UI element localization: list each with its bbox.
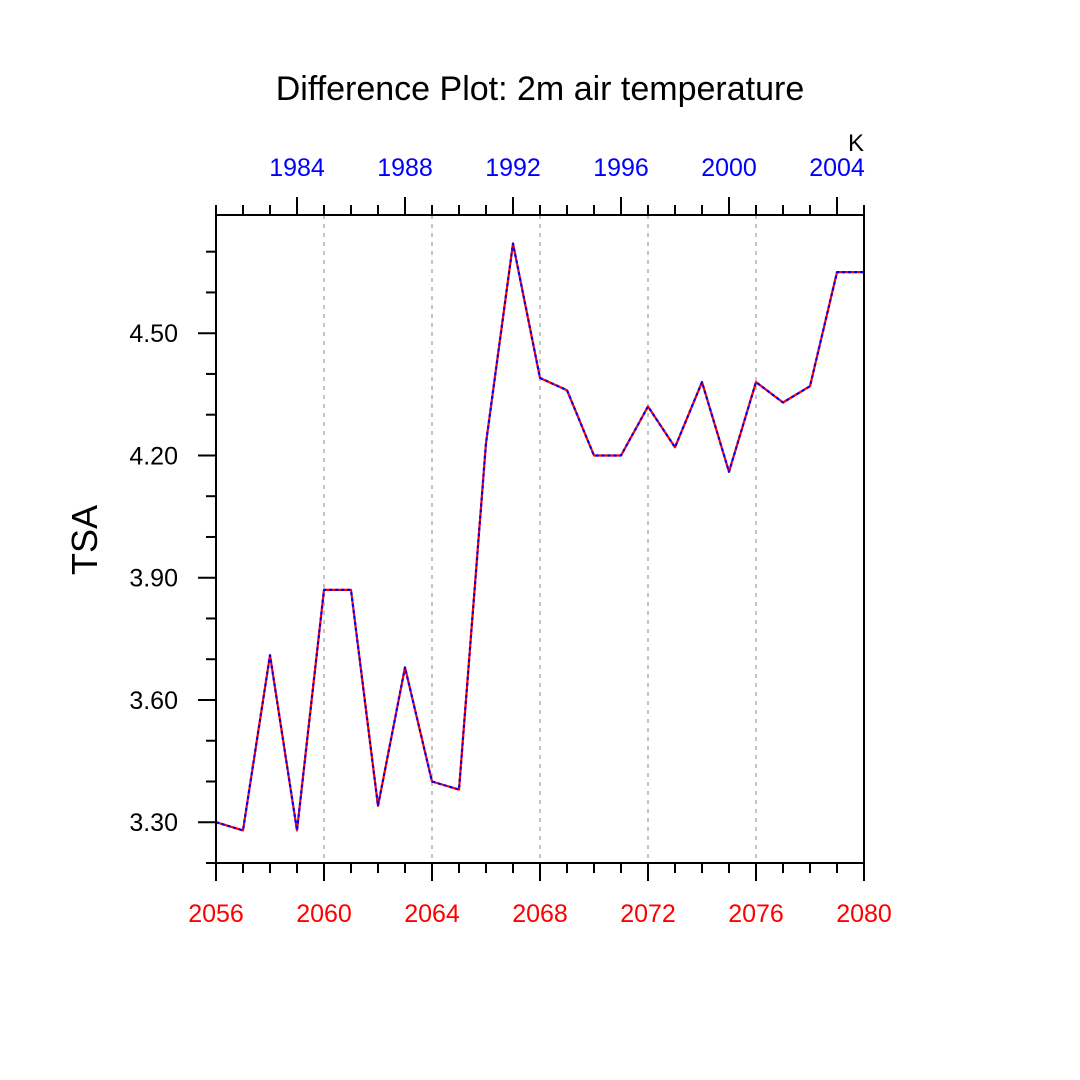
y-tick-label: 3.90: [129, 565, 178, 593]
units-label: K: [848, 130, 864, 157]
series-lines: [215, 242, 865, 832]
plot-frame: [215, 214, 865, 864]
x-bottom-tick-label: 2060: [296, 900, 352, 928]
y-tick-label: 4.50: [129, 320, 178, 348]
x-bottom-tick-label: 2072: [620, 900, 676, 928]
x-bottom-tick-label: 2080: [836, 900, 892, 928]
x-bottom-tick-label: 2056: [188, 900, 244, 928]
x-top-tick-label: 1992: [485, 154, 541, 182]
y-tick-label: 3.60: [129, 687, 178, 715]
x-bottom-tick-label: 2068: [512, 900, 568, 928]
y-tick-label: 4.20: [129, 442, 178, 470]
x-bottom-tick-label: 2076: [728, 900, 784, 928]
series-line-blue: [215, 242, 864, 832]
x-top-tick-label: 1984: [269, 154, 325, 182]
x-top-tick-label: 1996: [593, 154, 649, 182]
gridlines: [323, 215, 757, 863]
x-bottom-tick-label: 2064: [404, 900, 460, 928]
y-tick-label: 3.30: [129, 809, 178, 837]
x-top-tick-label: 2000: [701, 154, 757, 182]
y-axis-label: TSA: [64, 505, 105, 575]
series-line-red: [215, 242, 864, 832]
x-top-tick-label: 1988: [377, 154, 433, 182]
axis-ticks: [198, 197, 865, 881]
tick-labels: 2056 2060 2064 2068 2072 2076 2080 1984 1988 1992…: [129, 154, 891, 928]
x-top-tick-label: 2004: [809, 154, 865, 182]
chart-title: Difference Plot: 2m air temperature: [276, 70, 805, 108]
